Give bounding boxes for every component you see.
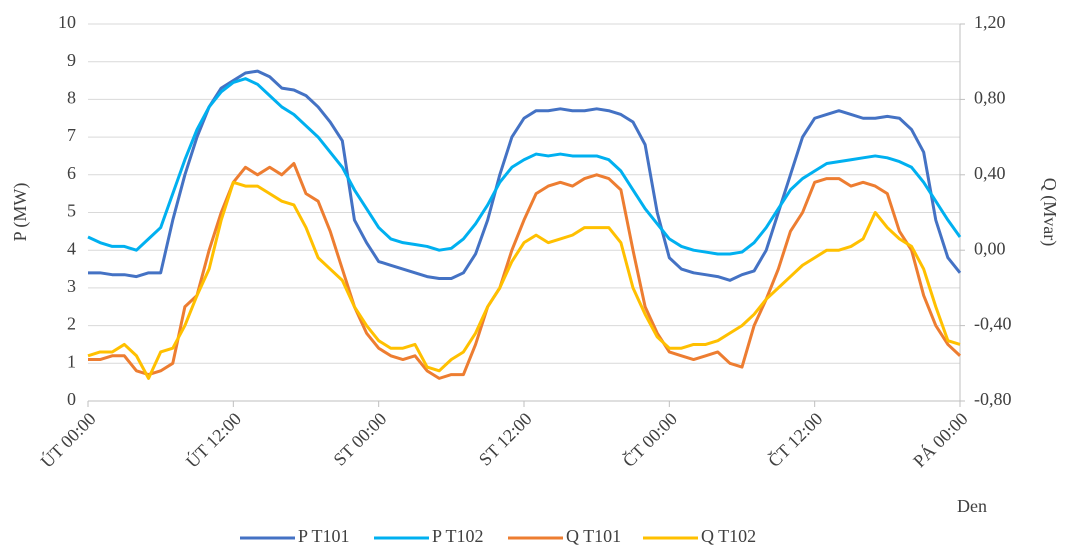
legend-label: P T102 (432, 526, 484, 546)
y2-axis-label: Q (Mvar) (1039, 178, 1060, 246)
series-line (87, 180, 961, 380)
legend-label: P T101 (298, 526, 350, 546)
y-tick-label: 7 (67, 125, 76, 145)
y-tick-label: 5 (67, 201, 76, 221)
x-tick-label: PÁ 00:00 (908, 408, 971, 471)
y2-tick-label: -0,80 (974, 389, 1012, 409)
y-axis-label: P (MW) (10, 183, 31, 242)
series-line (88, 69, 962, 282)
y-tick-label: 4 (67, 238, 76, 258)
x-axis-label: Den (957, 496, 987, 516)
x-tick-label: ST 12:00 (475, 409, 536, 470)
y-tick-label: 1 (67, 351, 76, 371)
legend-label: Q T101 (566, 526, 621, 546)
y2-tick-label: 0,80 (974, 88, 1006, 108)
y-tick-label: 3 (67, 276, 76, 296)
x-tick-label: ČT 12:00 (763, 408, 826, 471)
y-tick-label: 6 (67, 163, 76, 183)
y-tick-label: 2 (67, 314, 76, 334)
y-tick-label: 8 (67, 88, 76, 108)
y2-tick-label: 0,40 (974, 163, 1006, 183)
y-tick-label: 9 (67, 50, 76, 70)
x-tick-label: ST 00:00 (329, 409, 390, 470)
x-tick-label: ÚT 00:00 (36, 408, 100, 472)
x-tick-label: ČT 00:00 (618, 408, 681, 471)
y2-tick-label: -0,40 (974, 314, 1012, 334)
series-line (88, 161, 962, 380)
legend-label: Q T102 (701, 526, 756, 546)
y2-tick-label: 0,00 (974, 238, 1006, 258)
series-line (87, 77, 962, 256)
y-tick-label: 0 (67, 389, 76, 409)
y-tick-label: 10 (58, 12, 76, 32)
x-tick-label: ÚT 12:00 (181, 408, 245, 472)
y2-tick-label: 1,20 (974, 12, 1006, 32)
